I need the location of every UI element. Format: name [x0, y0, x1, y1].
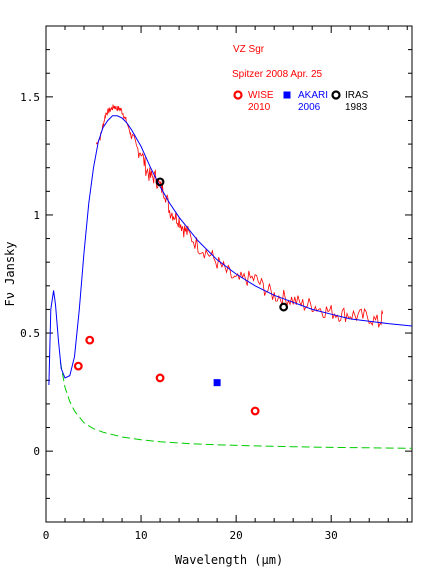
- x-tick-label: 10: [134, 529, 147, 542]
- x-axis-label: Wavelength (μm): [175, 553, 283, 567]
- legend-label-akari: AKARI: [298, 90, 328, 101]
- legend-year-iras: 1983: [345, 102, 368, 113]
- y-tick-label: 0.5: [20, 327, 40, 340]
- legend-marker-iras: [331, 90, 341, 100]
- x-tick-label: 0: [43, 529, 50, 542]
- legend-year-wise: 2010: [248, 102, 271, 113]
- y-tick-label: 1: [33, 209, 40, 222]
- chart-subtitle: Spitzer 2008 Apr. 25: [232, 69, 323, 80]
- spitzer-spectrum: [96, 104, 384, 328]
- plot-frame: [45, 25, 413, 523]
- tick-labels: 0 10 20 30 0 0.5 1 1.5: [20, 91, 338, 542]
- legend-year-akari: 2006: [298, 102, 321, 113]
- dust-model-curve: [59, 361, 413, 449]
- y-axis-label: Fν Jansky: [3, 241, 17, 306]
- legend-label-wise: WISE: [248, 90, 274, 101]
- wise-point: [250, 406, 260, 416]
- wise-point: [85, 335, 95, 345]
- x-tick-label: 30: [325, 529, 338, 542]
- wise-point: [155, 373, 165, 383]
- legend-marker-wise: [233, 90, 243, 100]
- legend-label-iras: IRAS: [345, 90, 369, 101]
- akari-point: [213, 379, 221, 387]
- data-markers: [73, 177, 289, 416]
- curves: [48, 104, 413, 449]
- stellar-model-curve: [48, 115, 413, 386]
- x-tick-label: 20: [230, 529, 243, 542]
- y-tick-label: 0: [33, 445, 40, 458]
- y-tick-label: 1.5: [20, 91, 40, 104]
- chart-title: VZ Sgr: [233, 44, 265, 55]
- legend-marker-akari: [283, 91, 291, 99]
- iras-point: [279, 302, 289, 312]
- axis-ticks: [45, 25, 412, 523]
- iras-point: [155, 177, 165, 187]
- wise-point: [73, 361, 83, 371]
